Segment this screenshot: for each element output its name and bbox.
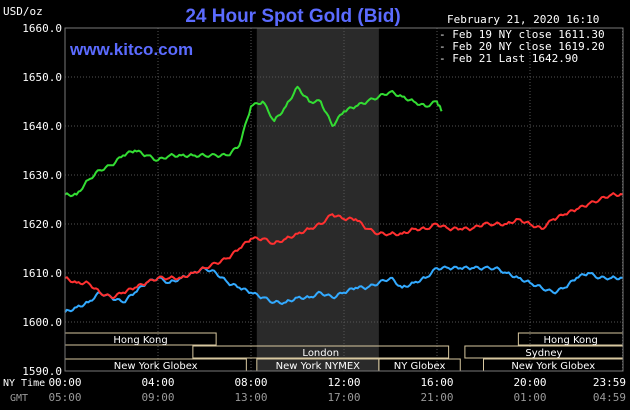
plot-frame — [64, 27, 624, 372]
y-tick-label: 1650.0 — [22, 71, 62, 84]
x-tick-label-ny: 08:00 — [234, 376, 267, 389]
site-url[interactable]: www.kitco.com — [69, 40, 193, 59]
market-session-label: New York NYMEX — [276, 361, 361, 372]
unit-label: USD/oz — [3, 5, 43, 18]
x-axis-ticks: 00:00 05:00 04:00 09:00 08:00 13:00 12:00 17:00… — [48, 376, 626, 404]
shaded-nymex-region — [256, 28, 379, 371]
x-tick-label-ny: 00:00 — [48, 376, 81, 389]
market-sessions: Hong Kong London New York Globex New York N… — [64, 332, 624, 372]
series-line-2 — [64, 85, 443, 198]
x-tick-label-ny: 16:00 — [420, 376, 453, 389]
ny-time-caption: NY Time — [3, 378, 45, 389]
market-session-label: New York Globex — [114, 361, 198, 372]
gmt-caption: GMT — [10, 393, 28, 404]
x-tick-label-gmt: 04:59 — [593, 391, 626, 404]
market-session-bar — [192, 345, 450, 359]
x-tick-label-gmt: 05:00 — [48, 391, 81, 404]
market-session-label: Sydney — [525, 348, 562, 359]
y-tick-label: 1620.0 — [22, 218, 62, 231]
chart-title: 24 Hour Spot Gold (Bid) — [185, 6, 400, 27]
y-tick-label: 1610.0 — [22, 267, 62, 280]
market-session-label: New York Globex — [511, 361, 595, 372]
x-tick-label-gmt: 09:00 — [141, 391, 174, 404]
x-tick-label-gmt: 21:00 — [420, 391, 453, 404]
y-tick-label: 1640.0 — [22, 120, 62, 133]
x-tick-label-gmt: 17:00 — [327, 391, 360, 404]
x-tick-label-ny: 04:00 — [141, 376, 174, 389]
legend: - Feb 19 NY close 1611.30 - Feb 20 NY cl… — [439, 28, 605, 65]
market-session-label: Hong Kong — [113, 335, 167, 346]
x-tick-label-ny: 23:59 — [593, 376, 626, 389]
legend-item-feb21: - Feb 21 Last 1642.90 — [439, 52, 578, 65]
legend-item-feb20: - Feb 20 NY close 1619.20 — [439, 40, 605, 53]
market-session-label: NY Globex — [394, 361, 446, 372]
y-tick-label: 1660.0 — [22, 22, 62, 35]
date-stamp: February 21, 2020 16:10 — [447, 13, 599, 26]
legend-item-feb19: - Feb 19 NY close 1611.30 — [439, 28, 605, 41]
market-session-label: London — [302, 348, 339, 359]
y-tick-label: 1590.0 — [22, 365, 62, 378]
market-session-label: Hong Kong — [544, 335, 598, 346]
y-axis-ticks: 1590.0 1600.0 1610.0 1620.0 1630.0 1640.0 1650… — [22, 22, 62, 378]
nymex-shade — [256, 28, 379, 371]
x-tick-label-ny: 20:00 — [513, 376, 546, 389]
x-tick-label-gmt: 01:00 — [513, 391, 546, 404]
y-tick-label: 1600.0 — [22, 316, 62, 329]
x-tick-label-gmt: 13:00 — [234, 391, 267, 404]
series-lines — [64, 85, 623, 313]
series-line-1 — [64, 192, 623, 300]
x-tick-label-ny: 12:00 — [327, 376, 360, 389]
y-tick-label: 1630.0 — [22, 169, 62, 182]
